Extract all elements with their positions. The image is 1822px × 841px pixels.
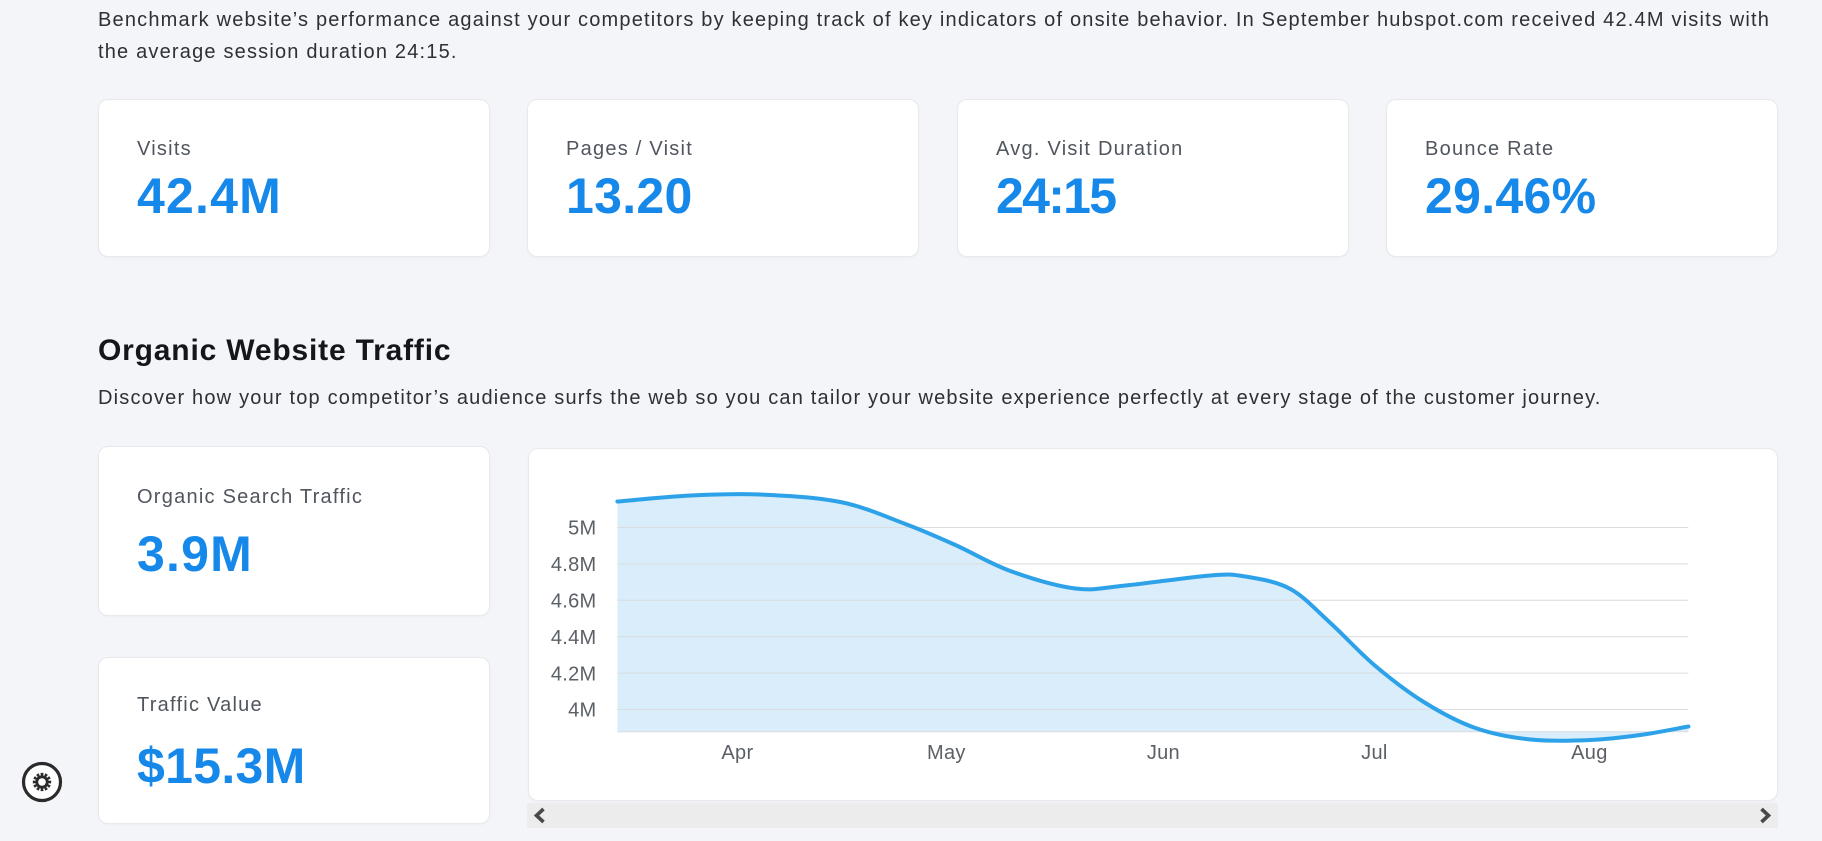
svg-text:May: May <box>927 742 966 764</box>
svg-text:Apr: Apr <box>721 742 753 764</box>
svg-text:Aug: Aug <box>1571 742 1608 764</box>
svg-text:Jul: Jul <box>1361 742 1387 764</box>
svg-text:5M: 5M <box>568 518 596 540</box>
svg-text:Jun: Jun <box>1147 742 1180 764</box>
svg-text:4M: 4M <box>568 700 596 722</box>
svg-text:4.8M: 4.8M <box>551 554 597 576</box>
svg-text:4.4M: 4.4M <box>551 627 597 649</box>
svg-text:4.2M: 4.2M <box>551 663 597 685</box>
svg-text:4.6M: 4.6M <box>551 591 597 613</box>
